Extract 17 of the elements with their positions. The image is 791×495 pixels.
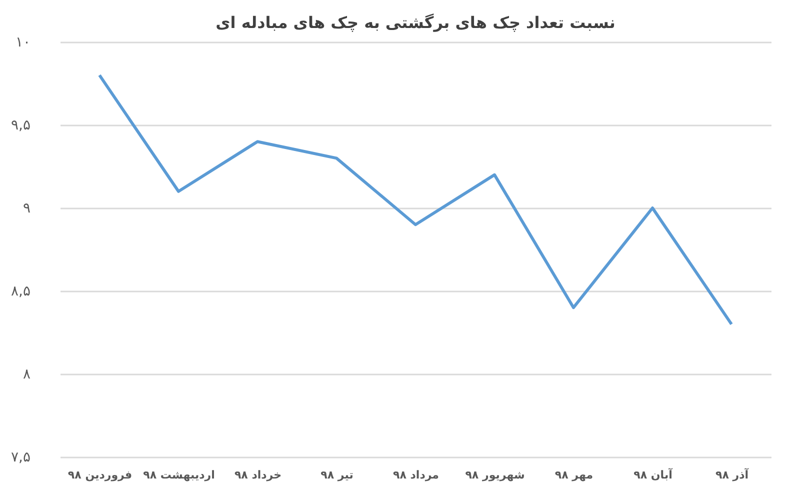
x-tick-label: مرداد ۹۸	[393, 468, 439, 482]
x-tick-label: تیر ۹۸	[320, 468, 354, 482]
line-series	[98, 74, 733, 326]
y-tick-label: ۱۰	[15, 34, 30, 50]
x-tick-label: فروردین ۹۸	[68, 468, 132, 482]
x-tick-label: خرداد ۹۸	[234, 468, 282, 482]
y-tick-label: ۸,۵	[11, 284, 30, 300]
x-tick-label: آبان ۹۸	[634, 468, 673, 482]
y-tick-label: ۹,۵	[11, 118, 30, 134]
x-tick-label: اردیبهشت ۹۸	[143, 468, 215, 482]
y-tick-label: ۹	[22, 200, 30, 216]
chart-title: نسبت تعداد چک های برگشتی به چک های مبادله ای	[216, 13, 616, 32]
y-tick-label: ۷,۵	[11, 450, 30, 466]
x-tick-label: آذر ۹۸	[715, 468, 749, 482]
x-tick-label: شهریور ۹۸	[465, 468, 525, 482]
y-tick-label: ۸	[22, 366, 31, 382]
x-tick-label: مهر ۹۸	[554, 468, 594, 482]
